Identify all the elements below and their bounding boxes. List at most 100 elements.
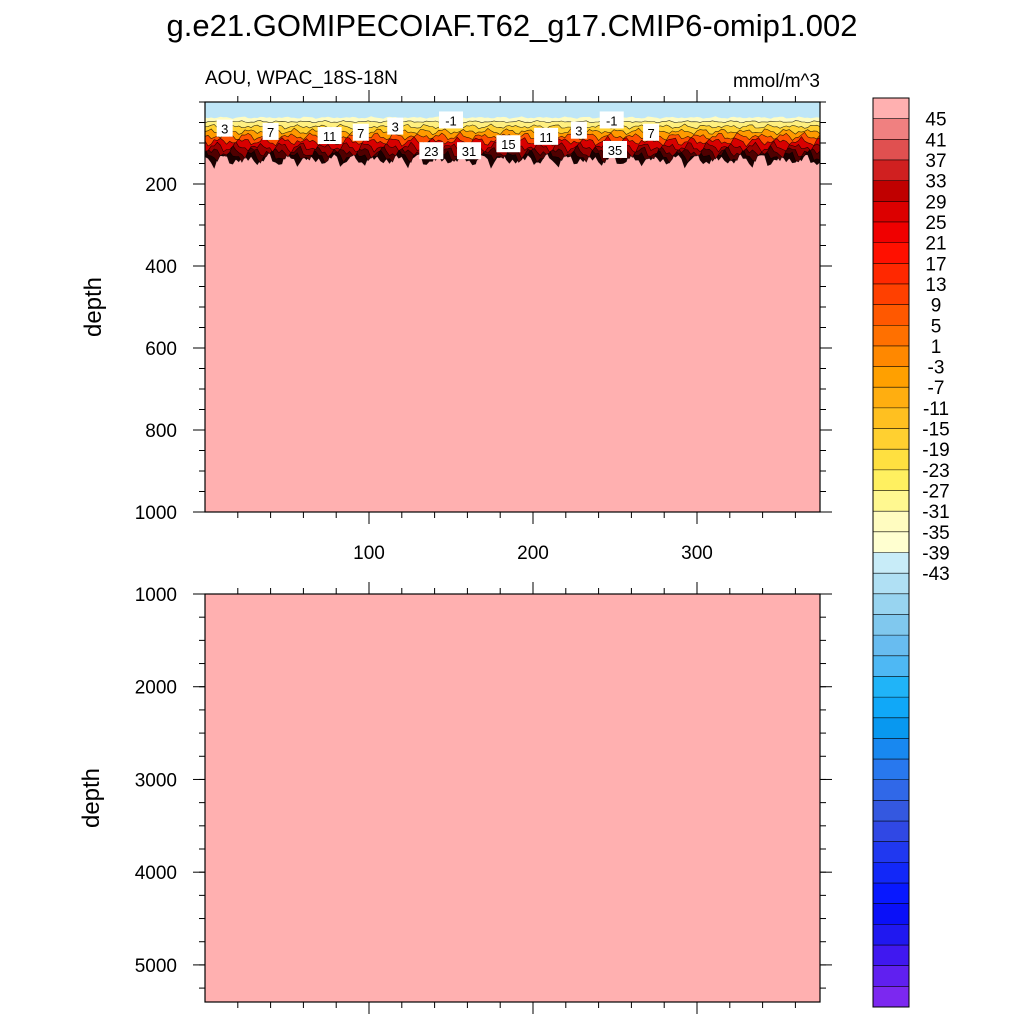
contour-label: 23: [424, 144, 438, 159]
contour-label: 7: [647, 126, 654, 141]
colorbar-swatch: [873, 304, 909, 326]
contour-label-box: [262, 122, 279, 140]
upper-contour-labels: 3 7 11 7 3 -1 23 31 15 11 3 -1 35 7: [216, 111, 660, 160]
contour-label-box: [643, 123, 660, 141]
contour-label-box: [317, 127, 342, 145]
colorbar-swatch: [873, 986, 909, 1008]
y-tick-label: 1000: [135, 585, 177, 606]
contour-label: -1: [606, 113, 618, 128]
colorbar-swatch: [873, 345, 909, 367]
y-tick-label: 600: [145, 339, 177, 360]
colorbar-label: 5: [931, 316, 942, 337]
colorbar-swatch: [873, 779, 909, 801]
variable-label: AOU, WPAC_18S-18N: [205, 68, 398, 89]
colorbar-swatch: [873, 98, 909, 119]
contour-label: 7: [357, 126, 364, 141]
colorbar-label: -3: [928, 358, 945, 379]
contour-label: 31: [462, 144, 476, 159]
colorbar-swatch: [873, 469, 909, 491]
contour-label-box: [216, 119, 233, 137]
colorbar-swatch: [873, 201, 909, 223]
contour-label-box: [387, 117, 404, 135]
colorbar-label: -7: [928, 378, 945, 399]
colorbar-swatch: [873, 717, 909, 739]
colorbar-label: 17: [925, 254, 946, 275]
colorbar-swatch: [873, 407, 909, 429]
lower-panel: 1000 2000 3000 4000 5000 depth: [78, 582, 832, 1014]
colorbar-swatch: [873, 883, 909, 905]
y-tick-label: 3000: [135, 770, 177, 791]
y-tick-label: 1000: [135, 503, 177, 524]
colorbar-swatch: [873, 139, 909, 161]
upper-axis-ticks: 200 400 600 800 1000 100 200 300: [135, 90, 832, 564]
colorbar-swatch: [873, 325, 909, 347]
x-tick-label: 100: [353, 543, 385, 564]
colorbar-swatch: [873, 490, 909, 512]
colorbar-swatch: [873, 676, 909, 698]
colorbar-label: 1: [931, 337, 942, 358]
colorbar-swatch: [873, 821, 909, 843]
contour-label-box: [439, 111, 463, 129]
y-tick-label: 2000: [135, 678, 177, 699]
contour-label: 35: [608, 143, 622, 158]
y-tick-label: 5000: [135, 956, 177, 977]
colorbar-swatch: [873, 965, 909, 987]
contour-label-box: [352, 123, 369, 141]
colorbar-label: 29: [925, 192, 946, 213]
colorbar-swatch: [873, 614, 909, 636]
colorbar-label: -23: [922, 461, 949, 482]
colorbar-swatch: [873, 635, 909, 657]
colorbar-label: 41: [925, 130, 946, 151]
contour-label-box: [457, 142, 482, 160]
colorbar-label: -27: [922, 482, 949, 503]
colorbar-swatch: [873, 366, 909, 388]
contour-label-box: [603, 140, 627, 158]
contour-label-box: [570, 121, 587, 139]
colorbar-label: 25: [925, 213, 946, 234]
colorbar-swatch: [873, 800, 909, 822]
colorbar-swatch: [873, 697, 909, 719]
colorbar-swatch: [873, 903, 909, 925]
colorbar-swatch: [873, 159, 909, 181]
colorbar-label: -35: [922, 523, 949, 544]
colorbar-swatch: [873, 221, 909, 243]
colorbar-label: 37: [925, 151, 946, 172]
colorbar-swatch: [873, 531, 909, 553]
lower-panel-background: [205, 594, 820, 1002]
colorbar-label: -39: [922, 544, 949, 565]
colorbar-label: 33: [925, 172, 946, 193]
colorbar-swatch: [873, 428, 909, 450]
y-tick-label: 200: [145, 175, 177, 196]
contour-label: 11: [323, 129, 337, 144]
colorbar-label: -31: [922, 502, 949, 523]
contour-label: -1: [445, 113, 457, 128]
upper-ylabel: depth: [80, 277, 107, 337]
colorbar-swatch: [873, 759, 909, 781]
lower-axis-ticks: 1000 2000 3000 4000 5000: [135, 582, 832, 1014]
contour-label-box: [534, 127, 559, 145]
colorbar-swatch: [873, 738, 909, 760]
colorbar-swatch: [873, 924, 909, 946]
colorbar-swatch: [873, 593, 909, 615]
colorbar-swatch: [873, 387, 909, 409]
units-label: mmol/m^3: [733, 71, 820, 92]
contour-label: 3: [392, 120, 399, 135]
colorbar-label: 9: [931, 296, 942, 317]
chart-title: g.e21.GOMIPECOIAF.T62_g17.CMIP6-omip1.00…: [167, 8, 858, 43]
y-tick-label: 400: [145, 257, 177, 278]
upper-panel-background: [205, 102, 820, 512]
colorbar-swatch: [873, 841, 909, 863]
colorbar-swatch: [873, 552, 909, 574]
colorbar-label: 13: [925, 275, 946, 296]
colorbar-swatch: [873, 655, 909, 677]
colorbar-label: -43: [922, 564, 949, 585]
contour-label: 15: [501, 137, 515, 152]
lower-ylabel: depth: [78, 768, 105, 828]
colorbar-label: -19: [922, 440, 949, 461]
colorbar-swatch: [873, 511, 909, 533]
colorbar-swatch: [873, 118, 909, 140]
colorbar-label: -11: [923, 399, 949, 420]
lower-panel-frame: [204, 593, 821, 1003]
x-tick-label: 300: [681, 543, 713, 564]
